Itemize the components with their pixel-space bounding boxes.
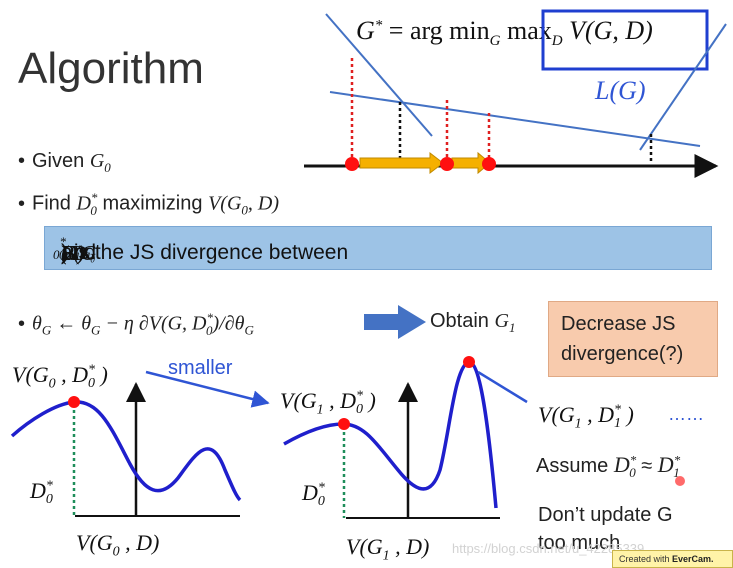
peak-arrow	[477, 370, 528, 404]
smaller-arrow	[145, 370, 270, 408]
assume-line: Assume D*0 ≈ D*1	[536, 452, 681, 480]
right-red-dot-2	[463, 356, 475, 368]
obtain-g1: Obtain G1	[430, 310, 516, 335]
orange-arrow-1	[359, 151, 444, 175]
watermark: https://blog.csdn.net/u_42285339	[452, 541, 645, 556]
obtain-arrow	[364, 305, 426, 339]
bullet-update: • θG ← θG − η ∂V(G, D*0)/∂θG	[18, 310, 254, 338]
lg-label: L(G)	[595, 76, 646, 105]
left-plot-top-label: V(G0 , D*0 )	[12, 362, 108, 392]
left-plot-x-label: V(G0 , D)	[76, 530, 160, 560]
red-dot-2	[440, 157, 454, 171]
l-g-line-2	[329, 91, 701, 147]
bullet-find: • Find D*0 maximizing V(G0, D)	[18, 190, 279, 218]
right-plot-d-label: D*0	[302, 480, 325, 510]
red-dot-3	[482, 157, 496, 171]
slide-title: Algorithm	[18, 44, 204, 93]
smaller-label: smaller	[168, 357, 233, 379]
right-plot-top-label: V(G1 , D*0 )	[280, 388, 376, 418]
right-curve	[283, 360, 498, 509]
left-curve	[10, 400, 242, 502]
dont-update-line2: too much	[538, 532, 621, 554]
evercam-badge: Created with EverCam.	[612, 550, 733, 568]
l-g-line-3	[639, 23, 727, 151]
dont-update-line1: Don’t update G	[538, 504, 673, 526]
decrease-js-box: Decrease JS divergence(?)	[548, 301, 718, 377]
left-plot-d-label: D*0	[30, 478, 53, 508]
right-plot-x-label: V(G1 , D)	[346, 534, 430, 564]
red-dot-1	[345, 157, 359, 171]
right-red-dot-1	[338, 418, 350, 430]
js-divergence-box: V(G 0, D *0)) is the JS divergence between…	[44, 226, 712, 270]
v-g1-d1-label: V(G1 , D*1 )	[538, 402, 634, 432]
max-d-box	[541, 9, 709, 71]
ellipsis: ……	[668, 404, 704, 424]
bullet-given: • Given G0	[18, 150, 111, 175]
pointer-dot	[675, 476, 685, 486]
left-red-dot	[68, 396, 80, 408]
l-g-line-1	[325, 13, 433, 137]
